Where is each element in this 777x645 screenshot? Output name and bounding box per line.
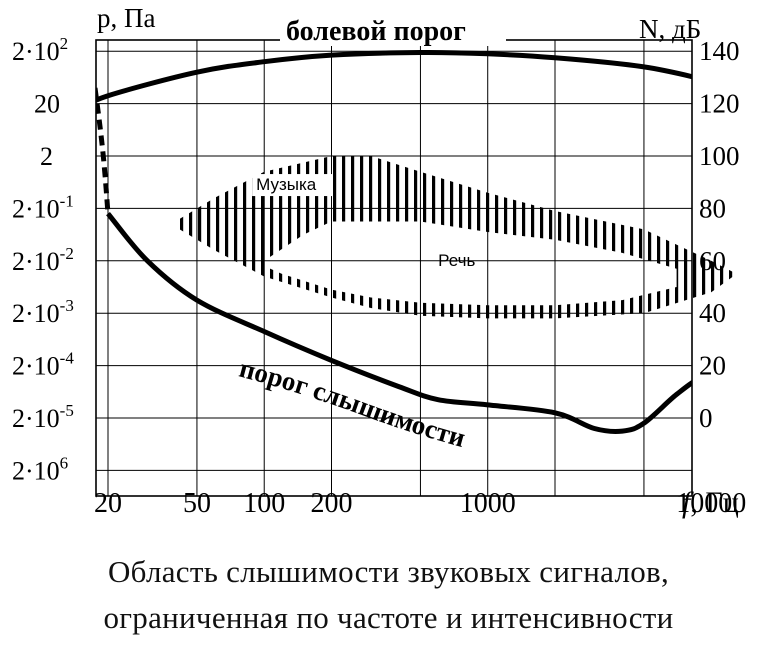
right-tick-label: 60 xyxy=(699,246,726,276)
right-tick-label: 40 xyxy=(699,298,726,328)
right-axis-ticks: 140 120 100 80 60 40 20 0 xyxy=(699,36,740,433)
threshold-dashed-low xyxy=(96,87,111,214)
right-tick-label: 0 xyxy=(699,403,713,433)
music-speech-hatched-region xyxy=(175,156,737,319)
left-tick-label: 2·10-2 xyxy=(12,244,74,276)
music-label: Музыка xyxy=(256,175,317,194)
left-tick-label: 2·10-4 xyxy=(12,349,74,381)
speech-label: Речь xyxy=(438,251,475,270)
x-tick-label: 200 xyxy=(311,488,353,519)
left-axis-label: p, Па xyxy=(97,3,155,33)
x-tick-label: 20 xyxy=(94,488,122,519)
x-axis-ticks: 20 50 100 200 1000 10000 xyxy=(94,488,746,519)
right-tick-label: 20 xyxy=(699,351,726,381)
music-label-background xyxy=(252,174,333,197)
threshold-dashed-high xyxy=(751,88,774,300)
x-axis-label: f, Гц xyxy=(682,486,739,519)
left-tick-label: 20 xyxy=(34,90,60,119)
right-tick-label: 80 xyxy=(699,193,726,223)
caption-line-2: ограниченная по частоте и интенсивности xyxy=(103,600,674,635)
x-axis-label-unit: , Гц xyxy=(690,486,738,519)
right-tick-label: 140 xyxy=(699,36,740,66)
right-tick-label: 120 xyxy=(699,89,740,119)
left-tick-label: 2·10-3 xyxy=(12,296,74,328)
left-tick-label: 2 xyxy=(40,142,53,171)
x-tick-label: 10000 xyxy=(676,488,746,519)
series-layer xyxy=(96,49,774,434)
right-tick-label: 100 xyxy=(699,141,740,171)
left-tick-label: 2·102 xyxy=(12,34,68,66)
hearing-threshold-curve xyxy=(106,211,692,434)
pain-threshold-label: болевой порог xyxy=(286,16,466,47)
left-tick-label: 2·10-1 xyxy=(12,191,74,223)
left-tick-label: 2·10-5 xyxy=(12,401,74,433)
x-tick-label: 1000 xyxy=(460,488,516,519)
x-tick-label: 100 xyxy=(243,488,285,519)
caption-line-1: Область слышимости звуковых сигналов, xyxy=(107,554,670,589)
pain-threshold-curve xyxy=(96,49,692,103)
right-axis-label: N, дБ xyxy=(639,14,701,44)
chart-grid xyxy=(95,39,693,497)
x-tick-label: 50 xyxy=(183,488,211,519)
left-axis-ticks: 2·102 20 2 2·10-1 2·10-2 2·10-3 2·10-4 2·10-5 2·… xyxy=(12,34,74,485)
audibility-chart: Музыка Речь болевой порог порог слышимос… xyxy=(12,3,774,519)
pain-label-background xyxy=(280,14,506,46)
left-tick-label: 2·106 xyxy=(12,453,68,485)
